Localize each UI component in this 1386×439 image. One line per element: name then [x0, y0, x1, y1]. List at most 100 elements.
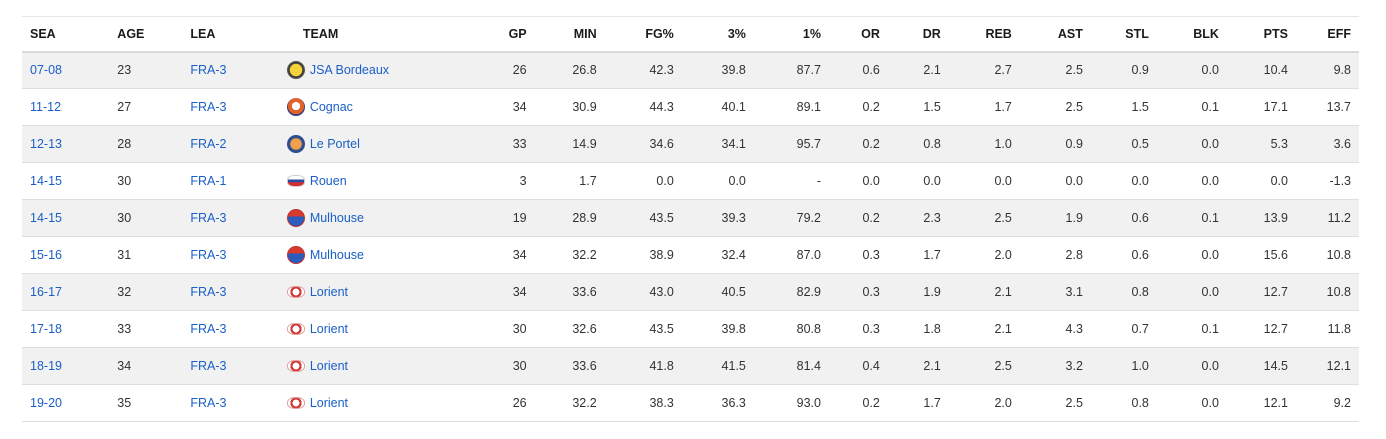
team-link[interactable]: Mulhouse [309, 211, 365, 225]
ft-pct-cell: 95.7 [796, 137, 821, 151]
season-link[interactable]: 14-15 [30, 211, 62, 225]
team-link[interactable]: Lorient [309, 359, 349, 373]
league-link[interactable]: FRA-3 [190, 285, 227, 299]
team-link[interactable]: Lorient [309, 285, 349, 299]
stl-cell: 1.0 [1131, 359, 1149, 373]
pts-cell: 12.7 [1263, 322, 1288, 336]
season-link[interactable]: 18-19 [30, 359, 62, 373]
col-header-1-pct[interactable]: 1% [802, 26, 821, 41]
age-cell: 34 [117, 359, 132, 373]
col-header-or[interactable]: OR [861, 26, 880, 41]
season-link[interactable]: 11-12 [30, 100, 62, 114]
fg-pct-cell: 38.3 [649, 396, 674, 410]
blk-cell: 0.1 [1201, 100, 1219, 114]
col-header-blk[interactable]: BLK [1193, 26, 1219, 41]
team-link[interactable]: Le Portel [309, 137, 360, 151]
ft-pct-cell: 81.4 [796, 359, 821, 373]
or-cell: 0.2 [862, 396, 880, 410]
col-header-sea[interactable]: SEA [30, 26, 56, 41]
table-row: 19-20 35 FRA-3 Lorient 26 32.2 38.3 36.3… [22, 385, 1359, 422]
team-link[interactable]: Mulhouse [309, 248, 365, 262]
col-header-dr[interactable]: DR [922, 26, 941, 41]
ast-cell: 1.9 [1065, 211, 1083, 225]
col-header-gp[interactable]: GP [508, 26, 527, 41]
league-link[interactable]: FRA-1 [190, 174, 227, 188]
team-logo-icon [286, 360, 305, 372]
age-cell: 30 [117, 174, 132, 188]
eff-cell: 9.8 [1333, 63, 1351, 78]
league-link[interactable]: FRA-3 [190, 396, 227, 410]
league-link[interactable]: FRA-3 [190, 322, 227, 336]
gp-cell: 34 [512, 248, 527, 262]
team-logo-icon [286, 175, 305, 187]
gp-cell: 33 [512, 137, 527, 151]
stl-cell: 0.6 [1131, 248, 1149, 262]
season-link[interactable]: 15-16 [30, 248, 62, 262]
min-cell: 28.9 [572, 211, 597, 225]
pts-cell: 15.6 [1263, 248, 1288, 262]
col-header-pts[interactable]: PTS [1263, 26, 1288, 41]
team-logo-icon [286, 209, 305, 227]
reb-cell: 2.5 [994, 359, 1012, 373]
age-cell: 35 [117, 396, 132, 410]
team-link[interactable]: Lorient [309, 396, 349, 410]
season-link[interactable]: 17-18 [30, 322, 62, 336]
league-link[interactable]: FRA-3 [190, 211, 227, 225]
dr-cell: 1.7 [923, 396, 941, 410]
ft-pct-cell: 79.2 [796, 211, 821, 225]
ft-pct-cell: 80.8 [796, 322, 821, 336]
season-link[interactable]: 14-15 [30, 174, 62, 188]
league-link[interactable]: FRA-3 [190, 63, 227, 78]
pts-cell: 10.4 [1263, 63, 1288, 78]
reb-cell: 2.0 [994, 396, 1012, 410]
gp-cell: 19 [512, 211, 527, 225]
col-header-age[interactable]: AGE [117, 26, 145, 41]
season-link[interactable]: 19-20 [30, 396, 62, 410]
fg-pct-cell: 0.0 [656, 174, 674, 188]
team-link[interactable]: Cognac [309, 100, 353, 114]
season-link[interactable]: 16-17 [30, 285, 62, 299]
season-link[interactable]: 12-13 [30, 137, 62, 151]
dr-cell: 2.1 [923, 63, 941, 78]
col-header-stl[interactable]: STL [1125, 26, 1149, 41]
league-link[interactable]: FRA-3 [190, 248, 227, 262]
ast-cell: 3.2 [1065, 359, 1083, 373]
reb-cell: 2.0 [994, 248, 1012, 262]
col-header-lea[interactable]: LEA [190, 26, 216, 41]
league-link[interactable]: FRA-3 [190, 359, 227, 373]
league-link[interactable]: FRA-3 [190, 100, 227, 114]
fg-pct-cell: 34.6 [649, 137, 674, 151]
three-pct-cell: 34.1 [721, 137, 746, 151]
three-pct-cell: 41.5 [721, 359, 746, 373]
ft-pct-cell: 93.0 [796, 396, 821, 410]
team-link[interactable]: Lorient [309, 322, 349, 336]
col-header-reb[interactable]: REB [985, 26, 1012, 41]
col-header-ast[interactable]: AST [1057, 26, 1083, 41]
min-cell: 14.9 [572, 137, 597, 151]
pts-cell: 12.1 [1263, 396, 1288, 410]
col-header-min[interactable]: MIN [573, 26, 597, 41]
three-pct-cell: 32.4 [721, 248, 746, 262]
three-pct-cell: 40.1 [721, 100, 746, 114]
pts-cell: 14.5 [1263, 359, 1288, 373]
dr-cell: 1.8 [923, 322, 941, 336]
ft-pct-cell: 89.1 [796, 100, 821, 114]
table-body: 07-08 23 FRA-3 JSA Bordeaux 26 26.8 42.3… [22, 51, 1359, 422]
ft-pct-cell: 87.7 [796, 63, 821, 78]
stl-cell: 1.5 [1131, 100, 1149, 114]
col-header-3-pct[interactable]: 3% [727, 26, 746, 41]
team-link[interactable]: JSA Bordeaux [309, 63, 390, 78]
col-header-eff[interactable]: EFF [1327, 26, 1351, 41]
reb-cell: 2.5 [994, 211, 1012, 225]
eff-cell: 10.8 [1326, 248, 1351, 262]
col-header-fg-pct[interactable]: FG% [645, 26, 674, 41]
or-cell: 0.2 [862, 211, 880, 225]
league-link[interactable]: FRA-2 [190, 137, 227, 151]
col-header-team[interactable]: TEAM [302, 26, 339, 41]
stl-cell: 0.9 [1131, 63, 1149, 78]
eff-cell: -1.3 [1329, 174, 1351, 188]
or-cell: 0.3 [862, 322, 880, 336]
season-link[interactable]: 07-08 [30, 63, 62, 78]
min-cell: 32.2 [572, 248, 597, 262]
team-link[interactable]: Rouen [309, 174, 347, 188]
